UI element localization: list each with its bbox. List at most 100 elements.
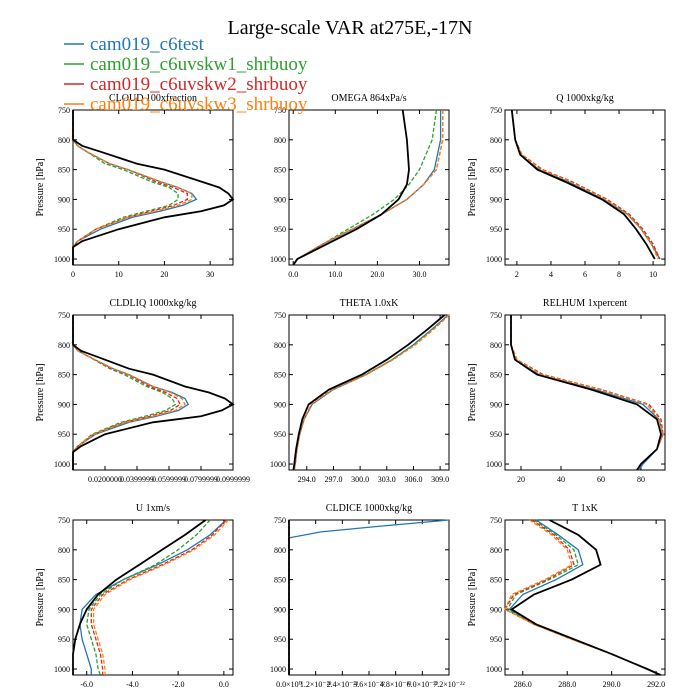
- series-line-2: [293, 314, 450, 471]
- series-line-2: [510, 315, 664, 471]
- y-axis-label: Pressure [hPa]: [467, 568, 478, 626]
- series-line-reference: [510, 315, 662, 471]
- x-tick-label: 30.0: [413, 270, 427, 279]
- panel-0: CLOUD 100xfraction Pressure [hPa] 750 800 85…: [35, 93, 235, 279]
- x-tick-label: 0.0799999: [184, 475, 218, 484]
- x-tick-label: 0.0: [219, 680, 229, 689]
- x-tick-label: 0.0999999: [216, 475, 250, 484]
- series-line-3: [90, 519, 227, 675]
- panel-5: RELHUM 1xpercent Pressure [hPa] 750 800 850 9…: [467, 298, 666, 484]
- x-tick-label: 297.0: [324, 475, 342, 484]
- y-tick-label: 1000: [270, 460, 286, 469]
- y-tick-label: 900: [274, 195, 286, 204]
- x-tick-label: 309.0: [431, 475, 449, 484]
- legend-entry: cam019_c6test: [90, 34, 205, 55]
- y-tick-label: 1000: [486, 255, 502, 264]
- x-tick-label: 2: [515, 270, 519, 279]
- y-tick-label: 850: [490, 371, 502, 380]
- y-tick-label: 900: [274, 605, 286, 614]
- series-line-2: [72, 315, 177, 470]
- series-line-reference: [292, 109, 410, 266]
- series-line-4: [504, 519, 661, 676]
- panel-2: Q 1000xkg/kg Pressure [hPa] 750 800 850 900 95…: [467, 93, 666, 279]
- x-tick-label: -2.0: [172, 680, 185, 689]
- x-tick-label: 2.4×10⁻²²: [327, 680, 359, 689]
- y-tick-label: 800: [274, 341, 286, 350]
- y-axis-label: Pressure [hPa]: [35, 363, 46, 421]
- plot-frame: [72, 519, 234, 676]
- panel-3: CLDLIQ 1000xkg/kg Pressure [hPa] 750 800 850…: [35, 298, 250, 484]
- x-tick-label: 20.0: [370, 270, 384, 279]
- series-line-reference: [510, 519, 661, 676]
- y-tick-label: 900: [274, 400, 286, 409]
- x-tick-label: 10.0: [328, 270, 342, 279]
- panel-7: CLDICE 1000xkg/kg 750 800 850 900 950 1000 0.0×…: [270, 503, 465, 689]
- x-tick-label: -6.0: [80, 680, 93, 689]
- y-tick-label: 850: [274, 576, 286, 585]
- series-line-4: [510, 315, 664, 471]
- y-tick-label: 750: [274, 106, 286, 115]
- legend-entry: cam019_c6uvskw1_shrbuoy: [90, 54, 308, 75]
- y-tick-label: 800: [274, 136, 286, 145]
- y-tick-label: 750: [490, 311, 502, 320]
- series-line-1: [79, 519, 227, 675]
- x-tick-label: 300.0: [351, 475, 369, 484]
- y-tick-label: 1000: [270, 255, 286, 264]
- x-tick-label: 60: [597, 475, 605, 484]
- plot-frame: [288, 519, 450, 676]
- x-tick-label: 294.0: [298, 475, 316, 484]
- plot-frame: [504, 314, 666, 471]
- y-tick-label: 1000: [54, 460, 70, 469]
- x-tick-label: 6: [583, 270, 587, 279]
- series-line-reference: [510, 109, 656, 260]
- x-tick-label: 303.0: [378, 475, 396, 484]
- y-tick-label: 900: [58, 400, 70, 409]
- x-tick-label: 0.0599999: [152, 475, 186, 484]
- series-line-2: [86, 519, 211, 676]
- panel-title: U 1xm/s: [136, 503, 170, 514]
- plot-frame: [288, 314, 450, 471]
- y-axis-label: Pressure [hPa]: [467, 363, 478, 421]
- series-line-3: [293, 314, 450, 471]
- x-tick-label: 4: [549, 270, 553, 279]
- y-tick-label: 950: [490, 430, 502, 439]
- y-tick-label: 950: [490, 225, 502, 234]
- y-tick-label: 800: [58, 136, 70, 145]
- y-tick-label: 1000: [486, 460, 502, 469]
- panel-title: CLDLIQ 1000xkg/kg: [110, 298, 197, 309]
- x-tick-label: 0.0×10⁰: [276, 680, 302, 689]
- y-tick-label: 800: [490, 136, 502, 145]
- x-tick-label: 10: [649, 270, 657, 279]
- figure-title: Large-scale VAR at275E,-17N: [228, 17, 473, 39]
- y-axis-label: Pressure [hPa]: [467, 158, 478, 216]
- y-tick-label: 850: [58, 371, 70, 380]
- y-tick-label: 850: [490, 576, 502, 585]
- x-tick-label: 0.0: [288, 270, 298, 279]
- series-line-3: [511, 109, 661, 260]
- series-line-1: [293, 314, 449, 471]
- x-tick-label: 288.0: [558, 680, 576, 689]
- y-tick-label: 850: [274, 371, 286, 380]
- panel-title: T 1xK: [572, 503, 598, 514]
- y-tick-label: 750: [58, 106, 70, 115]
- series-line-4: [72, 315, 186, 470]
- series-line-4: [92, 519, 229, 675]
- y-tick-label: 900: [58, 195, 70, 204]
- panel-title: OMEGA 864xPa/s: [331, 93, 406, 104]
- y-tick-label: 1000: [54, 665, 70, 674]
- y-tick-label: 900: [490, 605, 502, 614]
- x-tick-label: -4.0: [126, 680, 139, 689]
- series-line-reference: [72, 110, 235, 265]
- x-tick-label: 0: [71, 270, 75, 279]
- y-tick-label: 750: [274, 516, 286, 525]
- series-line-3: [510, 315, 664, 471]
- y-tick-label: 950: [490, 635, 502, 644]
- x-tick-label: 292.0: [647, 680, 665, 689]
- x-tick-label: 20: [517, 475, 525, 484]
- series-line-2: [72, 110, 179, 265]
- x-tick-label: 40: [557, 475, 565, 484]
- y-tick-label: 800: [490, 546, 502, 555]
- series-line-4: [292, 110, 444, 266]
- x-tick-label: 0.0200000: [88, 475, 122, 484]
